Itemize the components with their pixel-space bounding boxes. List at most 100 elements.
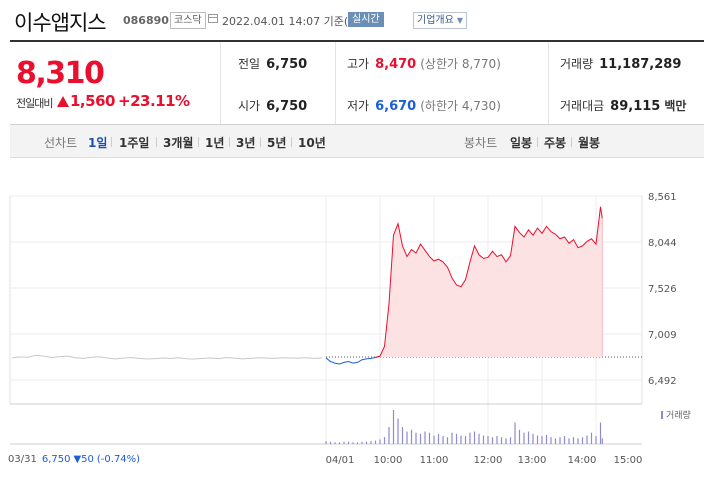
volume-bar bbox=[545, 434, 548, 444]
volume-bar bbox=[428, 432, 431, 444]
volume-bar bbox=[550, 437, 552, 444]
volume-bar bbox=[536, 435, 539, 444]
chart-period-bar: 선차트 1일 1주일 3개월 1년 3년 5년 10년 봉차트 일봉 주봉 월봉 bbox=[10, 125, 704, 158]
x-tick-label: 14:00 bbox=[568, 455, 597, 466]
tab-candle-daily[interactable]: 일봉 bbox=[510, 136, 533, 150]
volume-bar bbox=[361, 441, 363, 444]
tab-period-1y[interactable]: 1년 bbox=[205, 136, 225, 150]
volume-bar bbox=[338, 442, 341, 444]
stat-label: 고가 bbox=[347, 57, 370, 71]
prev-day-rate: (-0.74%) bbox=[96, 454, 141, 465]
volume-bar bbox=[505, 438, 507, 444]
volume-bar bbox=[343, 441, 345, 444]
volume-bar bbox=[500, 437, 503, 444]
realtime-badge[interactable]: 실시간 bbox=[348, 12, 384, 27]
y-tick-label: 7,526 bbox=[648, 284, 677, 295]
volume-bar bbox=[325, 441, 327, 444]
stat-value: 89,115 bbox=[610, 99, 661, 114]
volume-bar bbox=[577, 438, 579, 444]
volume-bar bbox=[460, 435, 462, 444]
volume-bar bbox=[514, 422, 516, 444]
y-tick-label: 6,492 bbox=[648, 376, 677, 387]
stat-value: 11,187,289 bbox=[599, 57, 682, 72]
volume-bar bbox=[482, 435, 485, 444]
tab-period-1d[interactable]: 1일 bbox=[88, 136, 108, 150]
stock-code: 086890 bbox=[123, 14, 169, 27]
volume-bar bbox=[541, 436, 543, 444]
volume-bar bbox=[478, 433, 480, 444]
current-price-box: 8,310 전일대비 1,560 +23.11% bbox=[10, 42, 220, 124]
stat-value: 6,670 bbox=[375, 99, 417, 114]
price-change-rate: +23.11% bbox=[118, 92, 190, 110]
stat-label: 전일 bbox=[238, 57, 261, 71]
volume-bar bbox=[397, 418, 399, 444]
volume-legend-label: 거래량 bbox=[666, 411, 691, 421]
stat-unit: 백만 bbox=[664, 99, 687, 113]
x-tick-label: 10:00 bbox=[374, 455, 403, 466]
volume-bar bbox=[392, 410, 395, 444]
prev-day-price: 6,750 bbox=[41, 454, 71, 465]
volume-legend: 거래량 bbox=[661, 408, 691, 421]
tab-period-1w[interactable]: 1주일 bbox=[119, 136, 150, 150]
tab-separator bbox=[537, 137, 538, 147]
volume-bar bbox=[406, 431, 408, 444]
tab-candle-monthly[interactable]: 월봉 bbox=[578, 136, 601, 150]
y-tick-label: 8,561 bbox=[648, 192, 677, 203]
volume-bar bbox=[491, 437, 494, 444]
company-overview-button[interactable]: 기업개요 ▼ bbox=[413, 12, 467, 29]
stat-volume: 거래량 11,187,289 bbox=[560, 55, 681, 72]
prev-day-change: ▼50 bbox=[73, 454, 94, 465]
volume-bar bbox=[572, 437, 575, 444]
tab-period-10y[interactable]: 10년 bbox=[298, 136, 326, 150]
volume-bar bbox=[595, 436, 597, 444]
volume-bar bbox=[446, 437, 449, 444]
volume-bar bbox=[334, 442, 336, 444]
volume-bar bbox=[352, 442, 354, 444]
volume-bar bbox=[356, 442, 359, 444]
y-tick-label: 8,044 bbox=[648, 238, 677, 249]
volume-bar bbox=[554, 438, 557, 444]
volume-bar bbox=[563, 436, 566, 444]
current-price: 8,310 bbox=[16, 56, 105, 91]
volume-bar bbox=[455, 433, 458, 444]
y-tick-label: 7,009 bbox=[648, 330, 677, 341]
stat-amount: 거래대금 89,115 백만 bbox=[560, 97, 686, 114]
line-chart-label: 선차트 bbox=[44, 136, 78, 150]
x-tick-label: 15:00 bbox=[614, 455, 643, 466]
volume-bar bbox=[370, 441, 372, 444]
tab-period-3y[interactable]: 3년 bbox=[236, 136, 256, 150]
upper-limit: (상한가 8,770) bbox=[420, 57, 501, 71]
stat-value: 6,750 bbox=[266, 99, 308, 114]
price-chart[interactable]: 8,561 8,044 7,526 7,009 6,492 04/01 10:00 11:00… bbox=[0, 158, 704, 477]
volume-bar bbox=[410, 429, 413, 444]
volume-bar bbox=[523, 432, 525, 444]
tab-separator bbox=[111, 137, 112, 147]
header-divider bbox=[10, 40, 704, 42]
volume-bar bbox=[379, 439, 381, 444]
chevron-down-icon: ▼ bbox=[456, 16, 463, 25]
volume-bar bbox=[568, 438, 570, 444]
stat-prev-close: 전일 6,750 bbox=[238, 55, 307, 72]
volume-bar bbox=[433, 435, 435, 444]
candle-chart-label: 봉차트 bbox=[464, 136, 498, 150]
stock-name[interactable]: 이수앱지스 bbox=[14, 11, 107, 35]
quote-datetime: 2022.04.01 14:07 기준(장중) bbox=[222, 15, 373, 28]
stat-label: 거래량 bbox=[560, 57, 594, 71]
series-below-line bbox=[325, 355, 381, 365]
tab-separator bbox=[156, 137, 157, 147]
volume-bar bbox=[347, 441, 350, 444]
stat-value: 6,750 bbox=[266, 57, 308, 72]
x-tick-label: 11:00 bbox=[420, 455, 449, 466]
calendar-icon bbox=[208, 14, 218, 23]
tab-period-3m[interactable]: 3개월 bbox=[163, 136, 194, 150]
x-tick-label: 13:00 bbox=[518, 455, 547, 466]
tab-separator bbox=[198, 137, 199, 147]
stat-label: 시가 bbox=[238, 99, 261, 113]
tab-candle-weekly[interactable]: 주봉 bbox=[544, 136, 567, 150]
tab-separator bbox=[291, 137, 292, 147]
stat-label: 저가 bbox=[347, 99, 370, 113]
column-divider bbox=[548, 42, 549, 124]
series-above-area bbox=[375, 206, 603, 358]
volume-bar bbox=[424, 431, 426, 444]
tab-period-5y[interactable]: 5년 bbox=[267, 136, 287, 150]
